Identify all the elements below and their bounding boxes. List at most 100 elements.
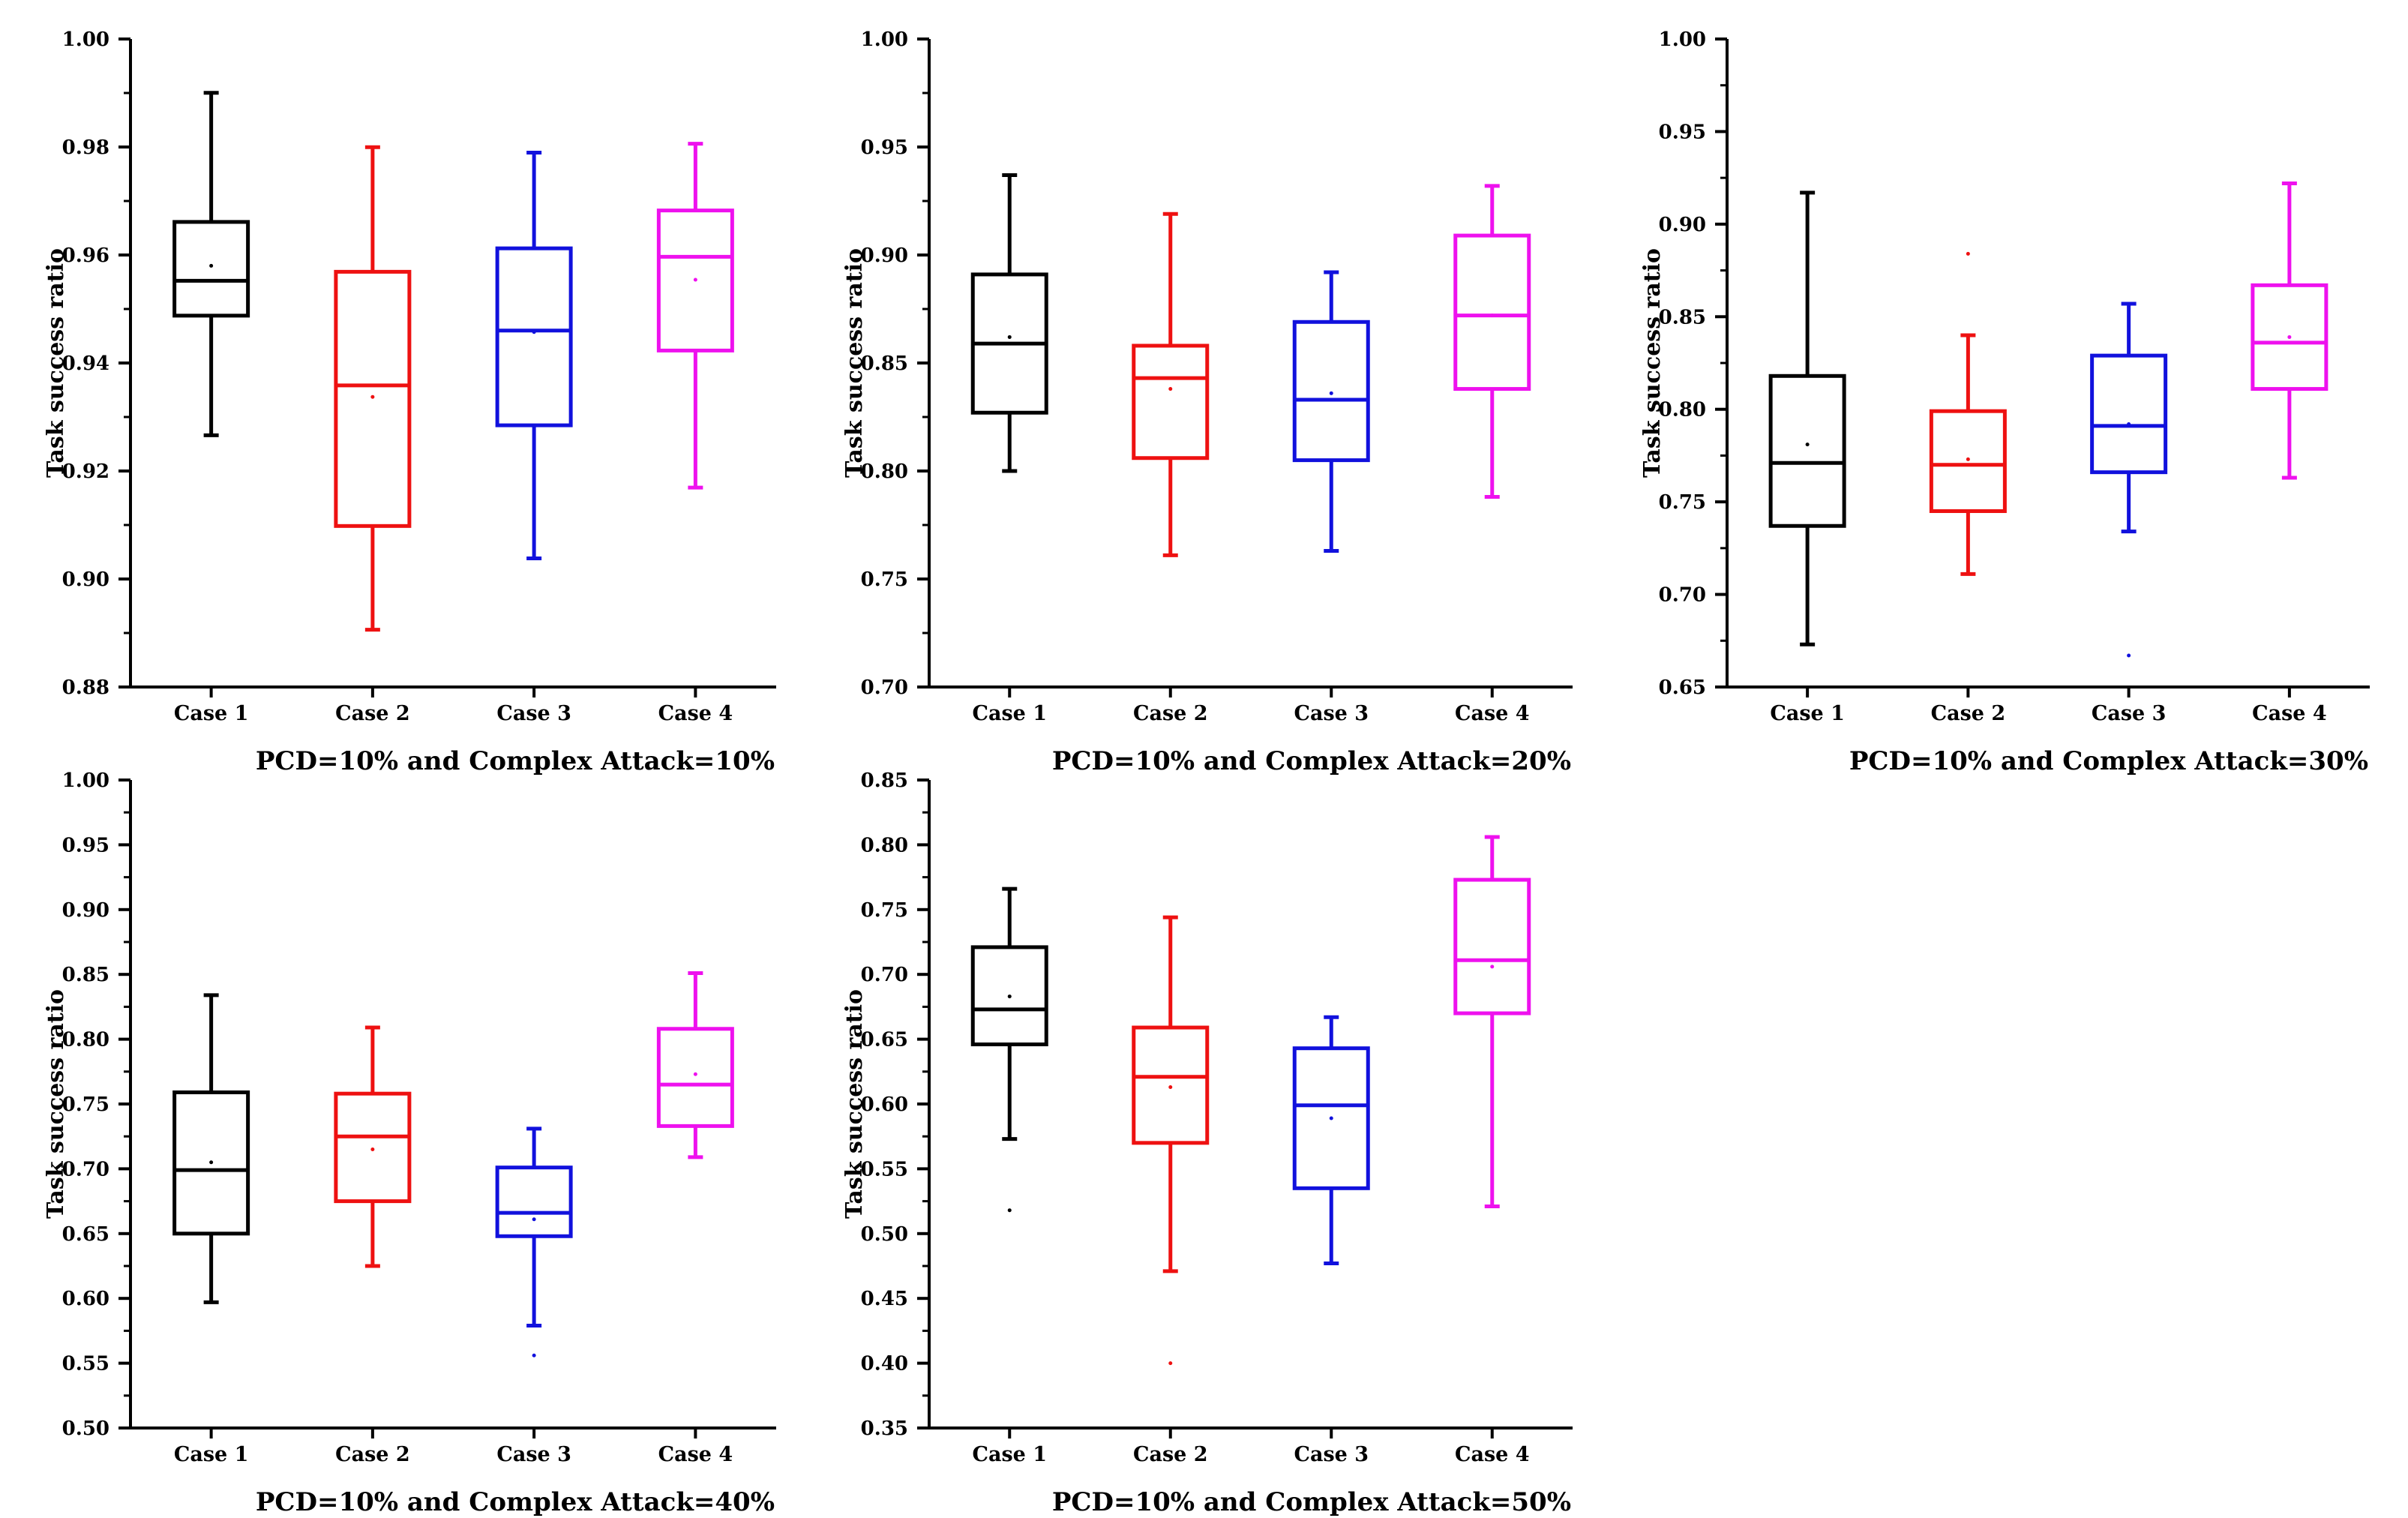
y-tick-label: 0.40 <box>861 1353 908 1376</box>
y-tick-label: 0.65 <box>861 1029 908 1052</box>
iqr-box <box>1768 374 1846 528</box>
x-tick-label: Case 1 <box>1770 702 1845 725</box>
x-tick-label: Case 4 <box>1455 1443 1530 1466</box>
box-case-1 <box>172 993 250 1304</box>
mean-marker <box>1490 964 1495 969</box>
box-case-4 <box>2251 182 2329 480</box>
mean-marker <box>1007 334 1012 339</box>
x-tick-label: Case 2 <box>335 1443 410 1466</box>
y-tick-label: 1.00 <box>62 28 109 51</box>
y-tick-label: 0.85 <box>1659 306 1706 328</box>
x-tick-label: Case 3 <box>496 702 571 725</box>
iqr-box <box>495 1166 573 1238</box>
y-axis-label: Task success ratio <box>43 989 69 1219</box>
y-axis-label: Task success ratio <box>43 248 69 478</box>
y-tick-label: 0.65 <box>62 1223 109 1246</box>
mean-marker <box>532 330 536 334</box>
box-case-3 <box>495 1126 573 1358</box>
mean-marker <box>209 263 214 268</box>
x-tick-label: Case 1 <box>174 702 249 725</box>
chart-panel-c: 0.65 0.70 0.75 0.80 0.85 0.90 0.95 1.00 Task suc… <box>1639 28 2370 776</box>
mean-marker <box>1490 314 1495 318</box>
mean-marker <box>1329 1116 1333 1120</box>
mean-marker <box>532 1217 536 1222</box>
y-tick-label: 0.90 <box>62 899 109 922</box>
box-case-4 <box>656 142 734 490</box>
outlier-point <box>1007 1208 1012 1213</box>
y-tick-label: 0.94 <box>62 352 109 375</box>
x-tick-label: Case 3 <box>496 1443 571 1466</box>
iqr-box <box>172 220 250 318</box>
y-tick-label: 0.35 <box>861 1418 908 1440</box>
outlier-point <box>1966 251 1970 256</box>
y-tick-label: 0.95 <box>62 834 109 856</box>
y-axis-label: Task success ratio <box>1639 248 1666 478</box>
y-tick-label: 0.60 <box>861 1094 908 1116</box>
iqr-box <box>656 1027 734 1128</box>
y-tick-label: 1.00 <box>1659 28 1706 51</box>
box-case-3 <box>2090 302 2168 658</box>
mean-marker <box>1966 457 1970 461</box>
y-tick-label: 0.90 <box>62 568 109 591</box>
box-case-1 <box>970 886 1048 1213</box>
y-axis-label: Task success ratio <box>841 989 868 1219</box>
y-tick-label: 0.90 <box>861 244 908 267</box>
box-case-2 <box>334 145 412 632</box>
iqr-box <box>334 269 412 528</box>
panel-caption: PCD=10% and Complex Attack=50% <box>1052 1487 1571 1517</box>
y-tick-label: 0.95 <box>1659 121 1706 143</box>
panel-caption: PCD=10% and Complex Attack=30% <box>1849 746 2368 776</box>
y-tick-label: 0.80 <box>1659 399 1706 422</box>
iqr-box <box>1292 320 1370 463</box>
y-tick-label: 1.00 <box>62 770 109 792</box>
y-tick-label: 0.70 <box>1659 584 1706 607</box>
y-tick-label: 0.75 <box>861 899 908 922</box>
chart-panel-b: 0.70 0.75 0.80 0.85 0.90 0.95 1.00 Task success… <box>841 28 1573 776</box>
x-tick-label: Case 1 <box>174 1443 249 1466</box>
y-tick-label: 0.98 <box>62 136 109 159</box>
y-tick-label: 0.88 <box>62 676 109 699</box>
y-axis-label: Task success ratio <box>841 248 868 478</box>
box-case-1 <box>172 91 250 437</box>
chart-panel-d: 0.50 0.55 0.60 0.65 0.70 0.75 0.80 0.85 0.90 0.95… <box>43 770 776 1517</box>
x-tick-label: Case 4 <box>658 1443 733 1466</box>
mean-marker <box>1805 442 1810 447</box>
y-tick-label: 0.50 <box>62 1418 109 1440</box>
y-tick-label: 0.65 <box>1659 676 1706 699</box>
mean-marker <box>693 278 697 282</box>
x-tick-label: Case 1 <box>972 1443 1047 1466</box>
x-tick-label: Case 4 <box>658 702 733 725</box>
box-case-3 <box>1292 270 1370 554</box>
x-tick-label: Case 2 <box>1931 702 2006 725</box>
outlier-point <box>2127 653 2131 658</box>
mean-marker <box>1168 1085 1173 1090</box>
y-tick-label: 0.45 <box>861 1288 908 1310</box>
x-tick-label: Case 2 <box>335 702 410 725</box>
box-case-2 <box>1132 915 1210 1366</box>
y-tick-label: 0.90 <box>1659 214 1706 236</box>
outlier-point <box>532 1353 536 1358</box>
y-tick-label: 0.95 <box>861 136 908 159</box>
y-tick-label: 0.85 <box>62 964 109 986</box>
y-tick-label: 0.70 <box>62 1158 109 1180</box>
box-case-2 <box>1132 212 1210 557</box>
y-tick-label: 0.80 <box>861 834 908 856</box>
iqr-box <box>1132 344 1210 460</box>
box-case-1 <box>970 172 1048 473</box>
panel-caption: PCD=10% and Complex Attack=40% <box>256 1487 775 1517</box>
outlier-point <box>1168 1361 1173 1366</box>
x-tick-label: Case 3 <box>1294 702 1369 725</box>
x-tick-label: Case 4 <box>2252 702 2327 725</box>
mean-marker <box>370 394 375 399</box>
mean-marker <box>209 1160 214 1165</box>
iqr-box <box>2090 353 2168 475</box>
box-case-4 <box>1453 835 1531 1209</box>
iqr-box <box>334 1091 412 1204</box>
mean-marker <box>1329 391 1333 395</box>
y-tick-label: 0.85 <box>861 770 908 792</box>
mean-marker <box>2127 422 2131 426</box>
y-tick-label: 0.75 <box>1659 491 1706 514</box>
box-case-1 <box>1768 190 1846 646</box>
y-tick-label: 0.85 <box>861 352 908 375</box>
